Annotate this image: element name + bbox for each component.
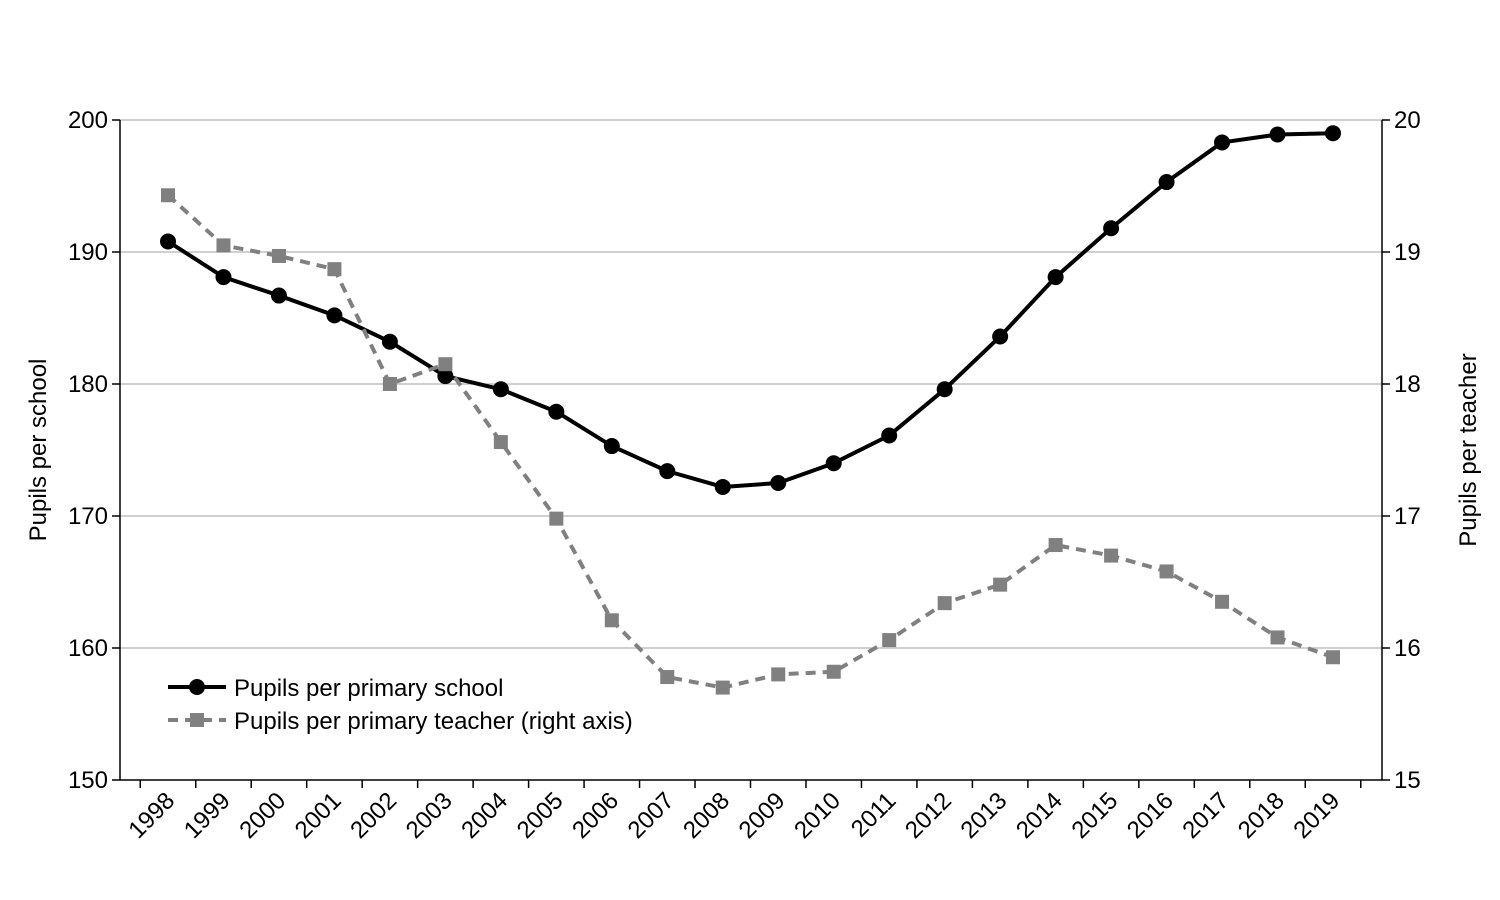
data-point <box>1214 134 1231 151</box>
x-tick-label: 2008 <box>678 787 735 844</box>
data-point <box>271 248 286 263</box>
right-axis-ticks: 15 16 17 18 19 20 <box>1382 107 1421 794</box>
right-tick-label: 17 <box>1394 503 1421 530</box>
data-point <box>992 328 1009 345</box>
legend-entry-teacher: Pupils per primary teacher (right axis) <box>168 708 633 735</box>
x-tick-label: 2011 <box>846 787 902 843</box>
data-point <box>327 262 342 277</box>
x-tick-label: 1998 <box>123 787 180 844</box>
data-point <box>1326 650 1340 665</box>
right-tick-label: 15 <box>1394 767 1421 794</box>
x-tick-label: 2009 <box>734 787 791 844</box>
x-tick-label: 2004 <box>456 787 513 844</box>
left-tick-label: 160 <box>68 635 108 662</box>
x-tick-label: 2003 <box>401 787 458 844</box>
data-point <box>381 333 398 350</box>
left-tick-label: 180 <box>68 371 108 398</box>
left-tick-label: 200 <box>68 107 108 134</box>
gridlines <box>120 119 1382 649</box>
data-point <box>1325 125 1341 142</box>
data-point <box>937 596 952 611</box>
data-point <box>604 613 619 628</box>
x-tick-label: 2007 <box>623 787 680 844</box>
right-tick-label: 16 <box>1394 635 1421 662</box>
left-tick-label: 150 <box>68 767 108 794</box>
data-point <box>660 670 675 685</box>
right-tick-label: 19 <box>1394 239 1421 266</box>
legend-entry-school: Pupils per primary school <box>168 675 503 702</box>
data-point <box>492 381 509 398</box>
data-point <box>714 478 731 495</box>
legend: Pupils per primary school Pupils per pri… <box>168 675 633 735</box>
x-tick-label: 2013 <box>956 787 1013 844</box>
x-tick-label: 2012 <box>900 787 957 844</box>
data-point <box>1158 174 1175 191</box>
data-point <box>1047 269 1064 286</box>
x-tick-label: 2006 <box>567 787 624 844</box>
data-point <box>549 511 564 526</box>
right-axis-title: Pupils per teacher <box>1455 353 1482 546</box>
data-point <box>825 455 842 472</box>
left-axis-title: Pupils per school <box>25 359 52 542</box>
data-point <box>659 463 676 480</box>
data-point <box>603 438 620 455</box>
left-tick-label: 190 <box>68 239 108 266</box>
data-point <box>1104 548 1119 563</box>
data-point <box>1215 594 1230 609</box>
legend-marker-teacher <box>190 713 204 727</box>
legend-label-teacher: Pupils per primary teacher (right axis) <box>234 708 633 735</box>
series-line-0 <box>166 131 1334 489</box>
data-point <box>936 381 953 398</box>
series-group <box>160 125 1341 695</box>
data-point <box>382 377 397 391</box>
data-point <box>493 435 508 450</box>
x-tick-label: 2000 <box>234 787 291 844</box>
data-point <box>771 667 786 682</box>
data-point <box>1103 220 1120 237</box>
x-tick-label: 2018 <box>1233 787 1290 844</box>
data-point <box>1269 126 1286 143</box>
data-point <box>326 307 343 324</box>
data-point <box>437 368 454 385</box>
data-point <box>1270 630 1285 645</box>
data-point <box>438 357 453 372</box>
data-point <box>770 475 787 491</box>
right-tick-label: 20 <box>1394 107 1421 134</box>
data-point <box>270 287 287 304</box>
data-point <box>215 269 232 286</box>
right-tick-label: 18 <box>1394 371 1421 398</box>
x-axis-ticks: 1998199920002001200220032004200520062007… <box>123 780 1362 844</box>
left-axis-ticks: 150 160 170 180 190 200 <box>68 107 120 794</box>
data-point <box>161 188 175 203</box>
x-tick-label: 2010 <box>789 787 846 844</box>
data-point <box>881 427 898 444</box>
x-tick-label: 1999 <box>179 787 236 844</box>
x-tick-label: 2015 <box>1066 787 1123 844</box>
data-point <box>216 238 231 253</box>
x-tick-label: 2014 <box>1011 787 1068 844</box>
data-point <box>882 633 897 648</box>
x-tick-label: 2019 <box>1288 787 1345 844</box>
left-tick-label: 170 <box>68 503 108 530</box>
x-tick-label: 2017 <box>1177 787 1234 844</box>
x-tick-label: 2001 <box>290 787 347 844</box>
data-point <box>715 680 730 695</box>
data-point <box>826 664 841 679</box>
series-line-1 <box>166 193 1334 690</box>
data-point <box>160 233 176 250</box>
legend-marker-school <box>189 679 205 695</box>
data-point <box>1159 564 1174 579</box>
x-tick-label: 2002 <box>345 787 402 844</box>
data-point <box>1048 538 1063 553</box>
data-point <box>548 403 565 420</box>
x-tick-label: 2016 <box>1122 787 1179 844</box>
data-point <box>993 577 1008 592</box>
legend-label-school: Pupils per primary school <box>234 675 503 702</box>
x-tick-label: 2005 <box>512 787 569 844</box>
